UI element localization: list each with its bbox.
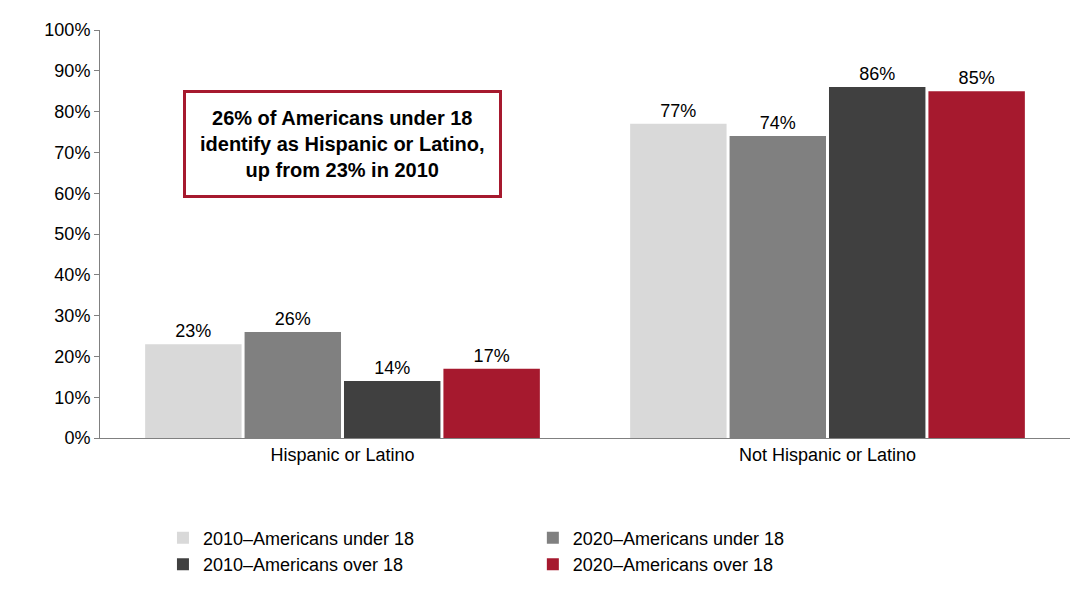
svg-text:74%: 74%: [760, 113, 796, 133]
svg-text:30%: 30%: [54, 306, 90, 326]
svg-text:0%: 0%: [64, 428, 90, 448]
svg-text:26%: 26%: [275, 309, 311, 329]
svg-text:90%: 90%: [54, 61, 90, 81]
svg-text:2010–Americans over 18: 2010–Americans over 18: [203, 555, 403, 575]
svg-text:2020–Americans over 18: 2020–Americans over 18: [573, 555, 773, 575]
svg-text:14%: 14%: [374, 358, 410, 378]
svg-text:20%: 20%: [54, 347, 90, 367]
svg-text:85%: 85%: [959, 68, 995, 88]
svg-text:26% of Americans under 18ident: 26% of Americans under 18identify as His…: [200, 107, 485, 181]
svg-text:2010–Americans under 18: 2010–Americans under 18: [203, 529, 414, 549]
svg-text:10%: 10%: [54, 388, 90, 408]
svg-text:23%: 23%: [175, 321, 211, 341]
svg-text:60%: 60%: [54, 184, 90, 204]
svg-text:70%: 70%: [54, 143, 90, 163]
svg-text:80%: 80%: [54, 102, 90, 122]
svg-text:Hispanic or Latino: Hispanic or Latino: [270, 445, 414, 465]
svg-text:40%: 40%: [54, 265, 90, 285]
svg-text:86%: 86%: [859, 64, 895, 84]
svg-text:77%: 77%: [660, 101, 696, 121]
svg-text:100%: 100%: [44, 20, 90, 40]
svg-text:50%: 50%: [54, 224, 90, 244]
svg-text:2020–Americans under 18: 2020–Americans under 18: [573, 529, 784, 549]
svg-text:17%: 17%: [474, 346, 510, 366]
svg-text:Not Hispanic or Latino: Not Hispanic or Latino: [739, 445, 916, 465]
